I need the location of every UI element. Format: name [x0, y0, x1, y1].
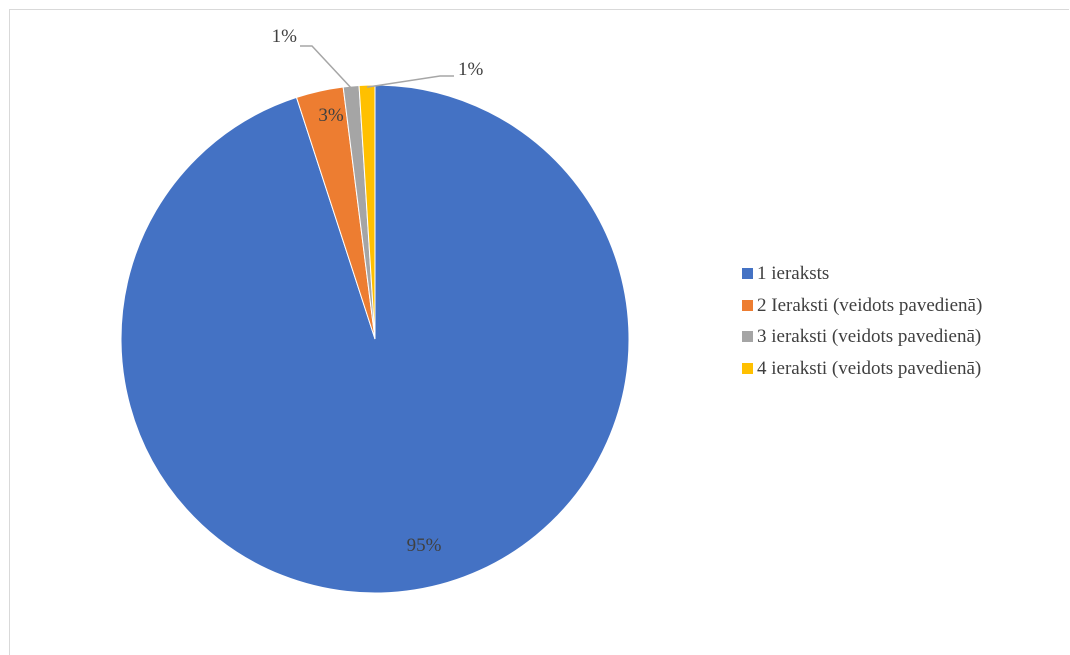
- legend-label-3: 3 ieraksti (veidots pavedienā): [757, 326, 982, 347]
- legend-swatch-4: [742, 362, 753, 374]
- leader-line-3: [300, 45, 352, 89]
- legend-item-3: 3 ieraksti (veidots pavedienā): [742, 321, 982, 353]
- legend-label-4: 4 ieraksti (veidots pavedienā): [757, 357, 982, 379]
- leader-line-4: [366, 75, 454, 88]
- data-label-1: 95%: [407, 535, 442, 556]
- legend-swatch-1: [742, 268, 753, 280]
- legend-label-2: 2 Ieraksti (veidots pavedienā): [757, 294, 983, 316]
- legend-label-1: 1 ieraksts: [757, 263, 830, 284]
- data-label-3: 1%: [272, 26, 298, 47]
- legend: 1 ieraksts 2 Ieraksti (veidots pavedienā…: [742, 258, 982, 384]
- data-label-2: 3%: [318, 105, 344, 126]
- legend-swatch-3: [742, 331, 753, 343]
- data-label-4: 1%: [458, 59, 484, 80]
- legend-swatch-2: [742, 299, 753, 311]
- slice-4-ieraksti: [358, 84, 376, 340]
- legend-item-4: 4 ieraksti (veidots pavedienā): [742, 353, 982, 385]
- slice-1-ieraksts: [120, 84, 630, 594]
- legend-item-2: 2 Ieraksti (veidots pavedienā): [742, 290, 982, 322]
- legend-item-1: 1 ieraksts: [742, 258, 982, 290]
